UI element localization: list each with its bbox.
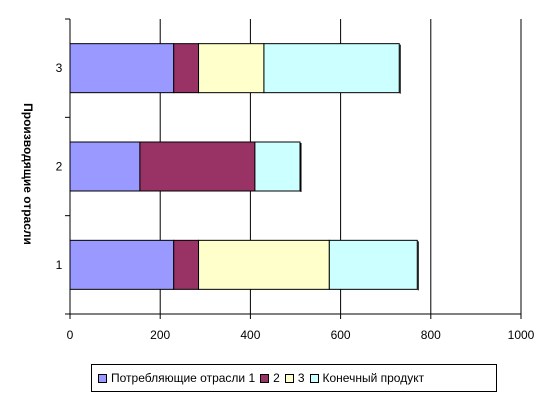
x-tick-labels: 0 200 400 600 800 1000 bbox=[67, 328, 535, 342]
legend-swatch-2 bbox=[260, 373, 270, 383]
bar-cat3-series1 bbox=[69, 43, 175, 94]
y-tick-label-1: 1 bbox=[56, 258, 63, 272]
legend-swatch-3 bbox=[284, 373, 294, 383]
bar-cat1-series1 bbox=[69, 239, 175, 290]
legend-label-2: 2 bbox=[273, 371, 280, 385]
legend-label-1: Потребляющие отрасли 1 bbox=[111, 371, 256, 385]
y-axis-label: Производящие отрасли bbox=[21, 103, 35, 245]
bar-cat3-series2 bbox=[173, 43, 200, 94]
bar-cat2-series1 bbox=[69, 141, 141, 192]
bar-cat3-series3 bbox=[198, 43, 265, 94]
legend-item-4: Конечный продукт bbox=[309, 371, 425, 385]
legend-label-4: Конечный продукт bbox=[322, 371, 425, 385]
y-tick-label-2: 2 bbox=[56, 160, 63, 174]
bar-cat3-series4 bbox=[263, 43, 400, 94]
axes bbox=[65, 18, 522, 319]
bars bbox=[69, 43, 419, 291]
x-tick-label-1000: 1000 bbox=[508, 328, 535, 342]
y-tick-labels: 1 2 3 bbox=[56, 61, 63, 272]
x-tick-label-400: 400 bbox=[240, 328, 260, 342]
bar-cat2-series4 bbox=[254, 141, 301, 192]
legend-swatch-4 bbox=[309, 373, 319, 383]
legend-swatch-1 bbox=[98, 373, 107, 383]
legend-item-2: 2 bbox=[260, 371, 280, 385]
legend-item-1: Потребляющие отрасли 1 bbox=[98, 371, 255, 385]
x-tick-label-200: 200 bbox=[150, 328, 170, 342]
y-tick-label-3: 3 bbox=[56, 61, 63, 75]
x-tick-label-600: 600 bbox=[331, 328, 351, 342]
bar-cat1-series3 bbox=[198, 239, 330, 290]
legend-label-3: 3 bbox=[297, 371, 305, 385]
x-tick-label-0: 0 bbox=[67, 328, 74, 342]
bar-cat1-series2 bbox=[173, 239, 200, 290]
legend: Потребляющие отрасли 1 2 3 Конечный продукт bbox=[91, 364, 497, 392]
bar-cat1-series4 bbox=[328, 239, 418, 290]
x-tick-label-800: 800 bbox=[421, 328, 441, 342]
bar-cat2-series2 bbox=[139, 141, 256, 192]
legend-item-3: 3 bbox=[284, 371, 305, 385]
